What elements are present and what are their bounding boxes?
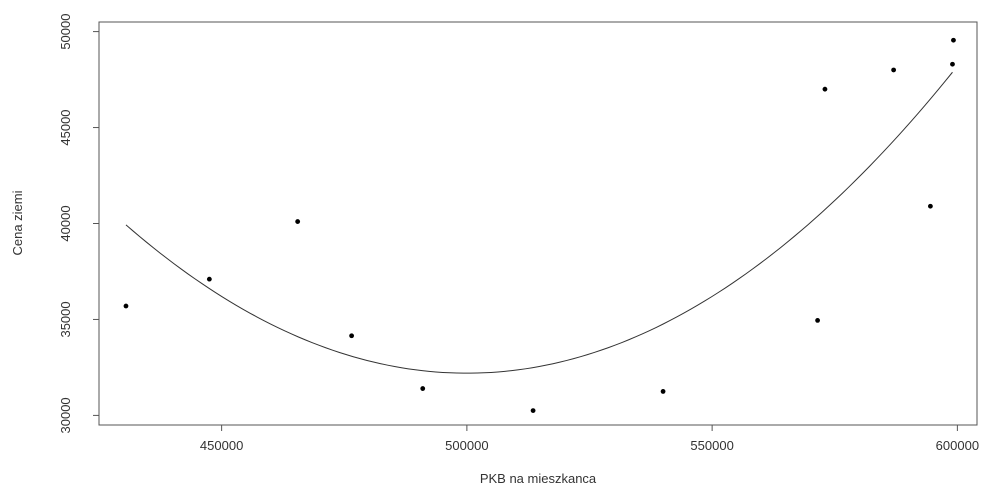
data-point-3 (349, 333, 355, 339)
data-point-5 (530, 408, 536, 414)
data-point-1 (206, 276, 212, 282)
x-tick-label-2: 550000 (690, 438, 733, 453)
data-points-layer (123, 37, 956, 414)
data-point-12 (951, 37, 956, 43)
y-tick-label-3: 45000 (58, 109, 73, 145)
y-tick-label-0: 30000 (58, 397, 73, 433)
y-axis-title: Cena ziemi (10, 190, 25, 255)
x-axis: 450000 500000 550000 600000 (200, 425, 979, 453)
data-point-7 (815, 318, 820, 323)
data-point-2 (295, 219, 301, 224)
x-tick-label-1: 500000 (445, 438, 488, 453)
y-tick-label-2: 40000 (58, 205, 73, 241)
y-tick-label-4: 50000 (58, 14, 73, 50)
data-point-0 (123, 303, 129, 309)
data-point-11 (950, 61, 955, 67)
data-point-6 (660, 389, 666, 394)
plot-frame (98, 21, 978, 426)
data-point-8 (822, 86, 828, 92)
y-tick-label-1: 35000 (58, 301, 73, 337)
x-axis-title: PKB na mieszkanca (480, 471, 597, 484)
fit-curve (125, 71, 953, 374)
y-axis: 30000 35000 40000 45000 50000 (58, 14, 99, 433)
fit-curve-layer (125, 71, 953, 374)
data-point-9 (891, 67, 897, 73)
data-point-10 (928, 203, 933, 209)
data-point-4 (420, 386, 426, 391)
x-tick-label-0: 450000 (200, 438, 243, 453)
x-tick-label-3: 600000 (936, 438, 979, 453)
